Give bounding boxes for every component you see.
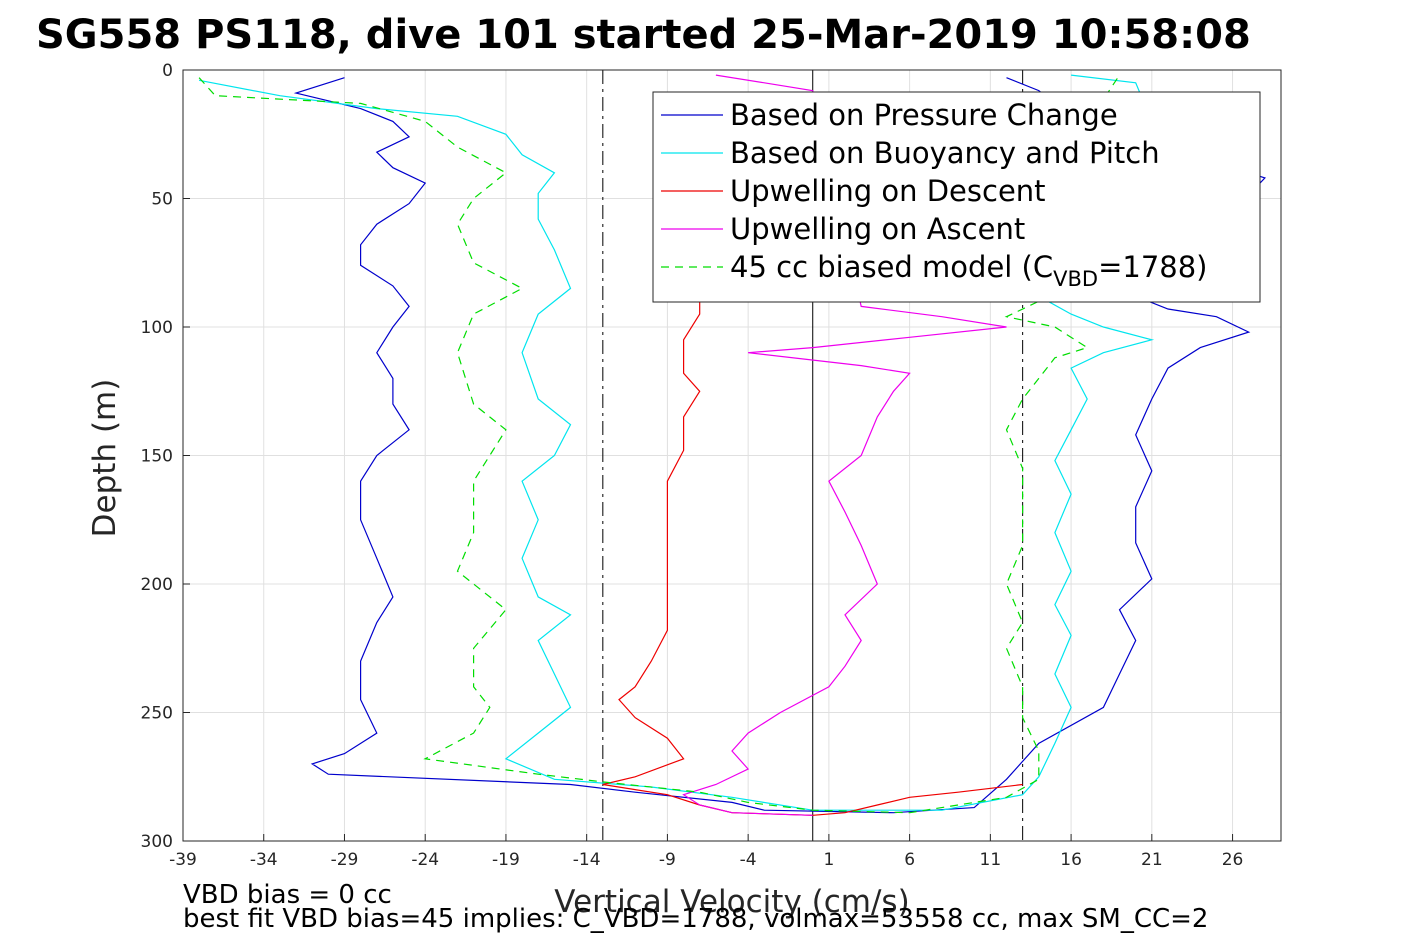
x-tick-label: -34 [250, 850, 278, 870]
series-line [198, 74, 1121, 814]
y-tick-labels: 0 50 100 150 200 250 300 [141, 61, 173, 852]
series-line [602, 249, 1023, 816]
legend-label: Based on Pressure Change [730, 98, 1118, 132]
series-line [293, 77, 1266, 814]
x-tick-label: -19 [492, 850, 520, 870]
footer-line-1: VBD bias = 0 cc [183, 880, 392, 910]
y-axis-label: Depth (m) [87, 379, 123, 538]
x-tick-label: 16 [1060, 850, 1082, 870]
y-tick-label: 50 [151, 190, 173, 210]
x-tick-label: -39 [169, 850, 197, 870]
x-tick-label: 26 [1222, 850, 1244, 870]
x-axis-label: Vertical Velocity (cm/s) [554, 884, 909, 920]
y-tick-label: 150 [141, 447, 173, 467]
x-tick-label: -4 [740, 850, 757, 870]
x-tick-label: -29 [331, 850, 359, 870]
legend-label: Upwelling on Descent [730, 174, 1046, 208]
chart-title: SG558 PS118, dive 101 started 25-Mar-201… [36, 12, 1251, 58]
x-tick-label: -9 [659, 850, 676, 870]
y-tick-label: 250 [141, 704, 173, 724]
x-tick-label: 6 [904, 850, 915, 870]
legend: Based on Pressure Change Based on Buoyanc… [652, 91, 1261, 303]
series-group [198, 74, 1266, 816]
y-tick-label: 200 [141, 575, 173, 595]
legend-label: Upwelling on Ascent [730, 212, 1025, 246]
legend-label: Based on Buoyancy and Pitch [730, 136, 1160, 170]
y-tick-label: 100 [141, 318, 173, 338]
x-tick-label: -24 [411, 850, 439, 870]
footer-line-2: best fit VBD bias=45 implies: C_VBD=1788… [183, 904, 1208, 934]
x-tick-label: -14 [573, 850, 601, 870]
y-tick-label: 300 [141, 832, 173, 852]
y-tick-label: 0 [162, 61, 173, 81]
plot-area-frame [182, 69, 1282, 842]
x-tick-label: 21 [1141, 850, 1163, 870]
x-tick-labels: -39 -34 -29 -24 -19 -14 -9 -4 1 6 11 16 21 26 [169, 850, 1243, 870]
x-tick-label: 1 [823, 850, 834, 870]
series-line [682, 74, 1007, 816]
legend-box [652, 91, 1261, 303]
x-tick-label: 11 [980, 850, 1002, 870]
